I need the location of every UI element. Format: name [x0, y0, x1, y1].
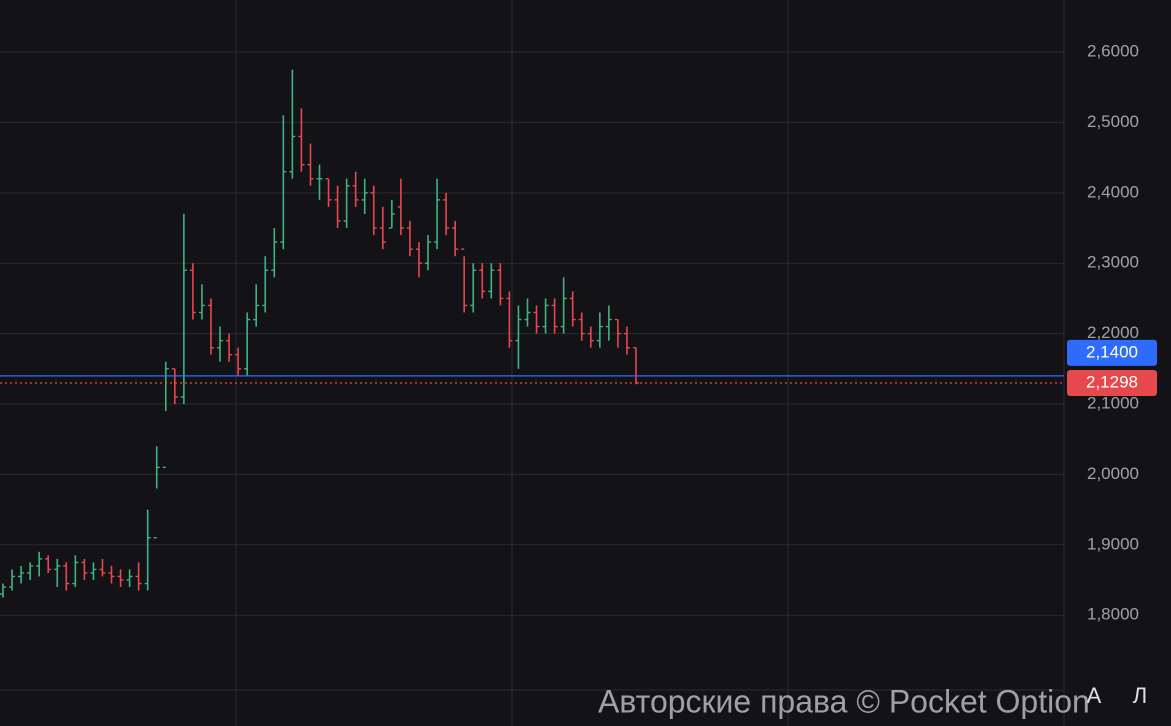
- price-label: 2,1298: [1086, 373, 1138, 392]
- vertical-grid: [0, 0, 1065, 726]
- y-tick-label: 2,6000: [1087, 42, 1139, 61]
- y-tick-label: 2,5000: [1087, 112, 1139, 131]
- bars: [0, 69, 639, 598]
- price-label-box: [1067, 370, 1157, 397]
- y-tick-label: 2,1000: [1087, 393, 1139, 412]
- y-tick-label: 2,2000: [1087, 323, 1139, 342]
- scale-button[interactable]: A: [1087, 683, 1102, 708]
- y-tick-label: 1,8000: [1087, 605, 1139, 624]
- price-label: 2,1400: [1086, 342, 1138, 361]
- grid: 1,8000 1,9000 2,0000 2,1000 2,2000 2,3000 2,40…: [0, 42, 1139, 624]
- overlay: 2,1400 2,1298 Авторские права © Pocket Opt…: [0, 339, 1157, 719]
- y-tick-label: 2,4000: [1087, 182, 1139, 201]
- y-tick-label: 1,9000: [1087, 534, 1139, 553]
- y-tick-label: 2,0000: [1087, 464, 1139, 483]
- y-tick-label: 2,3000: [1087, 253, 1139, 272]
- price-label-box: [1067, 339, 1157, 366]
- scale-button[interactable]: Л: [1133, 683, 1147, 708]
- watermark: Авторские права © Pocket Option: [598, 683, 1090, 719]
